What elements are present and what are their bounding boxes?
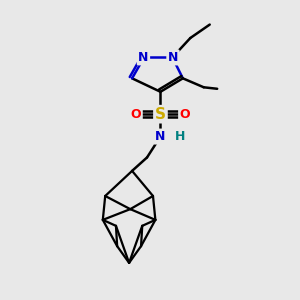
- Text: N: N: [155, 130, 165, 143]
- Text: S: S: [155, 107, 166, 122]
- Text: N: N: [138, 51, 148, 64]
- Text: N: N: [168, 51, 178, 64]
- Text: O: O: [131, 108, 141, 121]
- Text: H: H: [175, 130, 185, 143]
- Text: O: O: [180, 108, 190, 121]
